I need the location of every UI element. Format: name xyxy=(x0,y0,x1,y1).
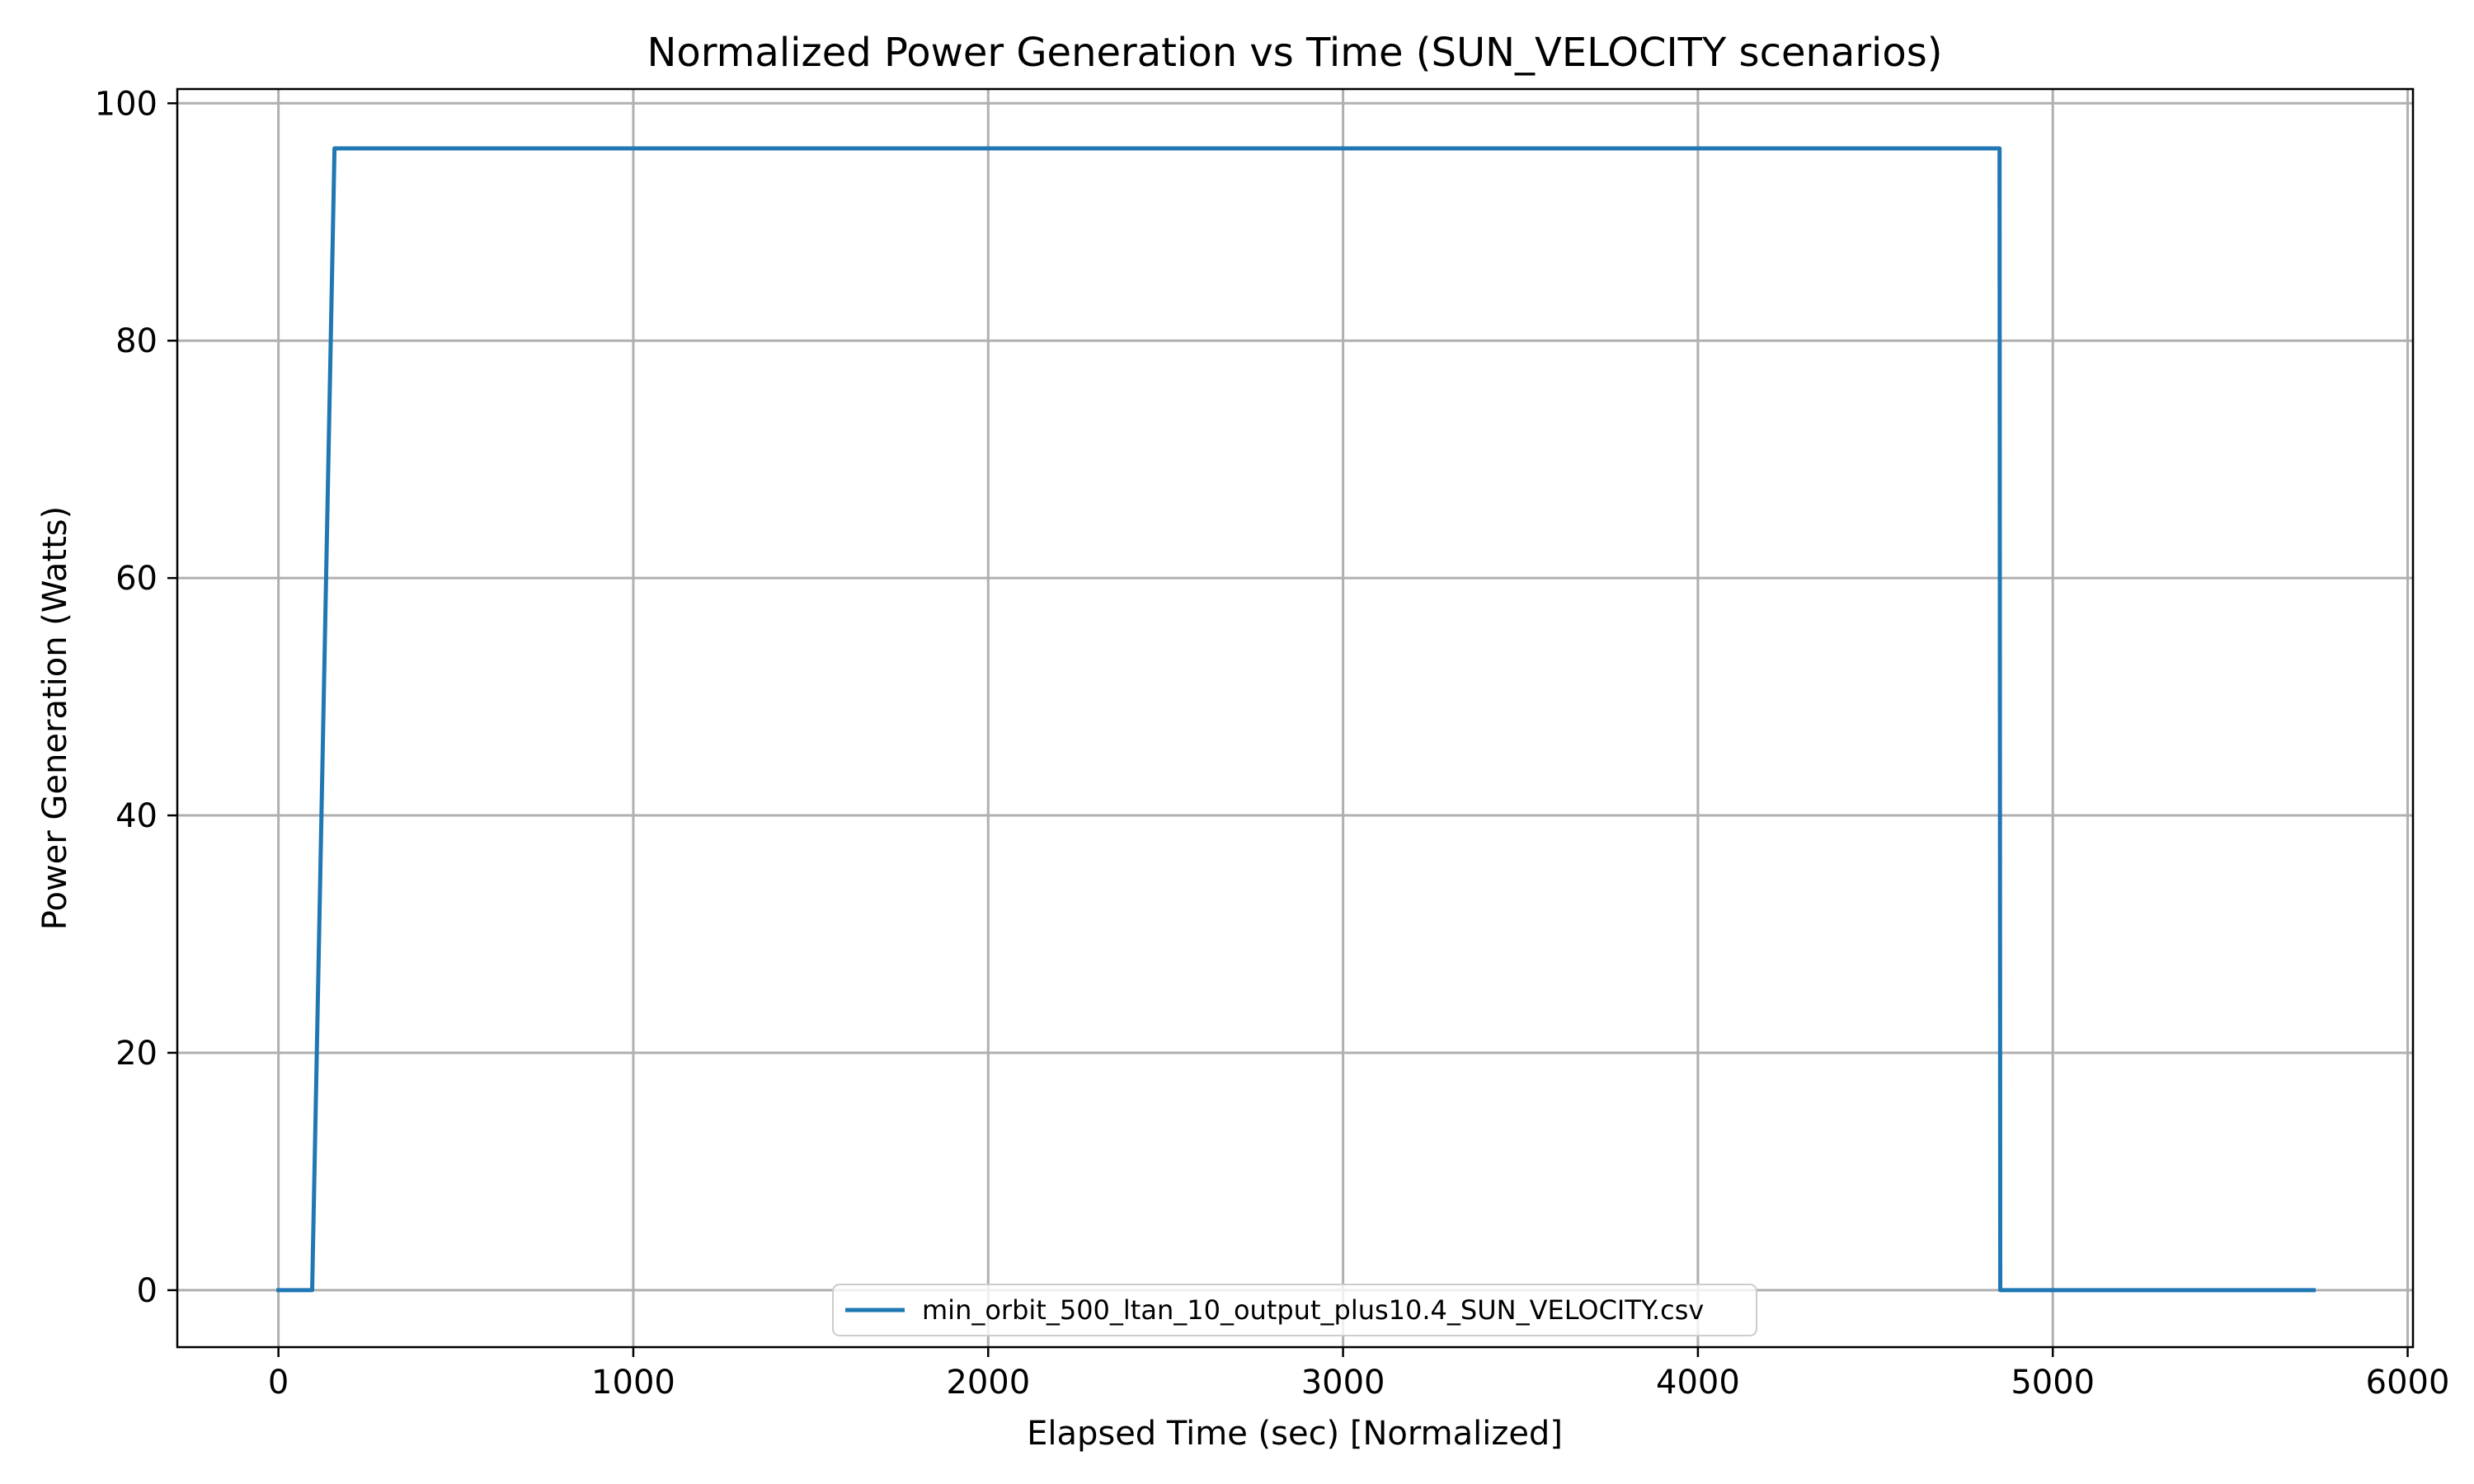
y-tick-label: 100 xyxy=(95,85,158,123)
x-axis-label: Elapsed Time (sec) [Normalized] xyxy=(1027,1415,1563,1453)
y-tick-label: 80 xyxy=(115,322,158,360)
y-tick-label: 20 xyxy=(115,1035,158,1073)
y-tick-label: 60 xyxy=(115,560,158,598)
x-tick-label: 1000 xyxy=(591,1364,675,1402)
axis-ticks: 0 1000 2000 3000 4000 5000 6000 0 20 40 60 80 100 xyxy=(95,85,2450,1402)
x-tick-label: 5000 xyxy=(2011,1364,2095,1402)
y-axis-label: Power Generation (Watts) xyxy=(36,506,74,930)
y-tick-label: 40 xyxy=(115,797,158,835)
grid-lines xyxy=(177,89,2413,1347)
legend: min_orbit_500_ltan_10_output_plus10.4_SU… xyxy=(832,1284,1757,1336)
x-tick-label: 6000 xyxy=(2366,1364,2450,1402)
legend-label: min_orbit_500_ltan_10_output_plus10.4_SU… xyxy=(922,1294,1704,1326)
x-tick-label: 4000 xyxy=(1656,1364,1740,1402)
x-tick-label: 2000 xyxy=(946,1364,1030,1402)
series-lines xyxy=(276,146,2316,1293)
x-tick-label: 0 xyxy=(268,1364,289,1402)
legend-box xyxy=(832,1284,1757,1336)
series-line-0 xyxy=(276,146,2316,1293)
x-tick-label: 3000 xyxy=(1301,1364,1385,1402)
y-tick-label: 0 xyxy=(137,1272,158,1310)
chart-title: Normalized Power Generation vs Time (SUN… xyxy=(647,30,1943,76)
axes-frame xyxy=(176,87,2415,1349)
